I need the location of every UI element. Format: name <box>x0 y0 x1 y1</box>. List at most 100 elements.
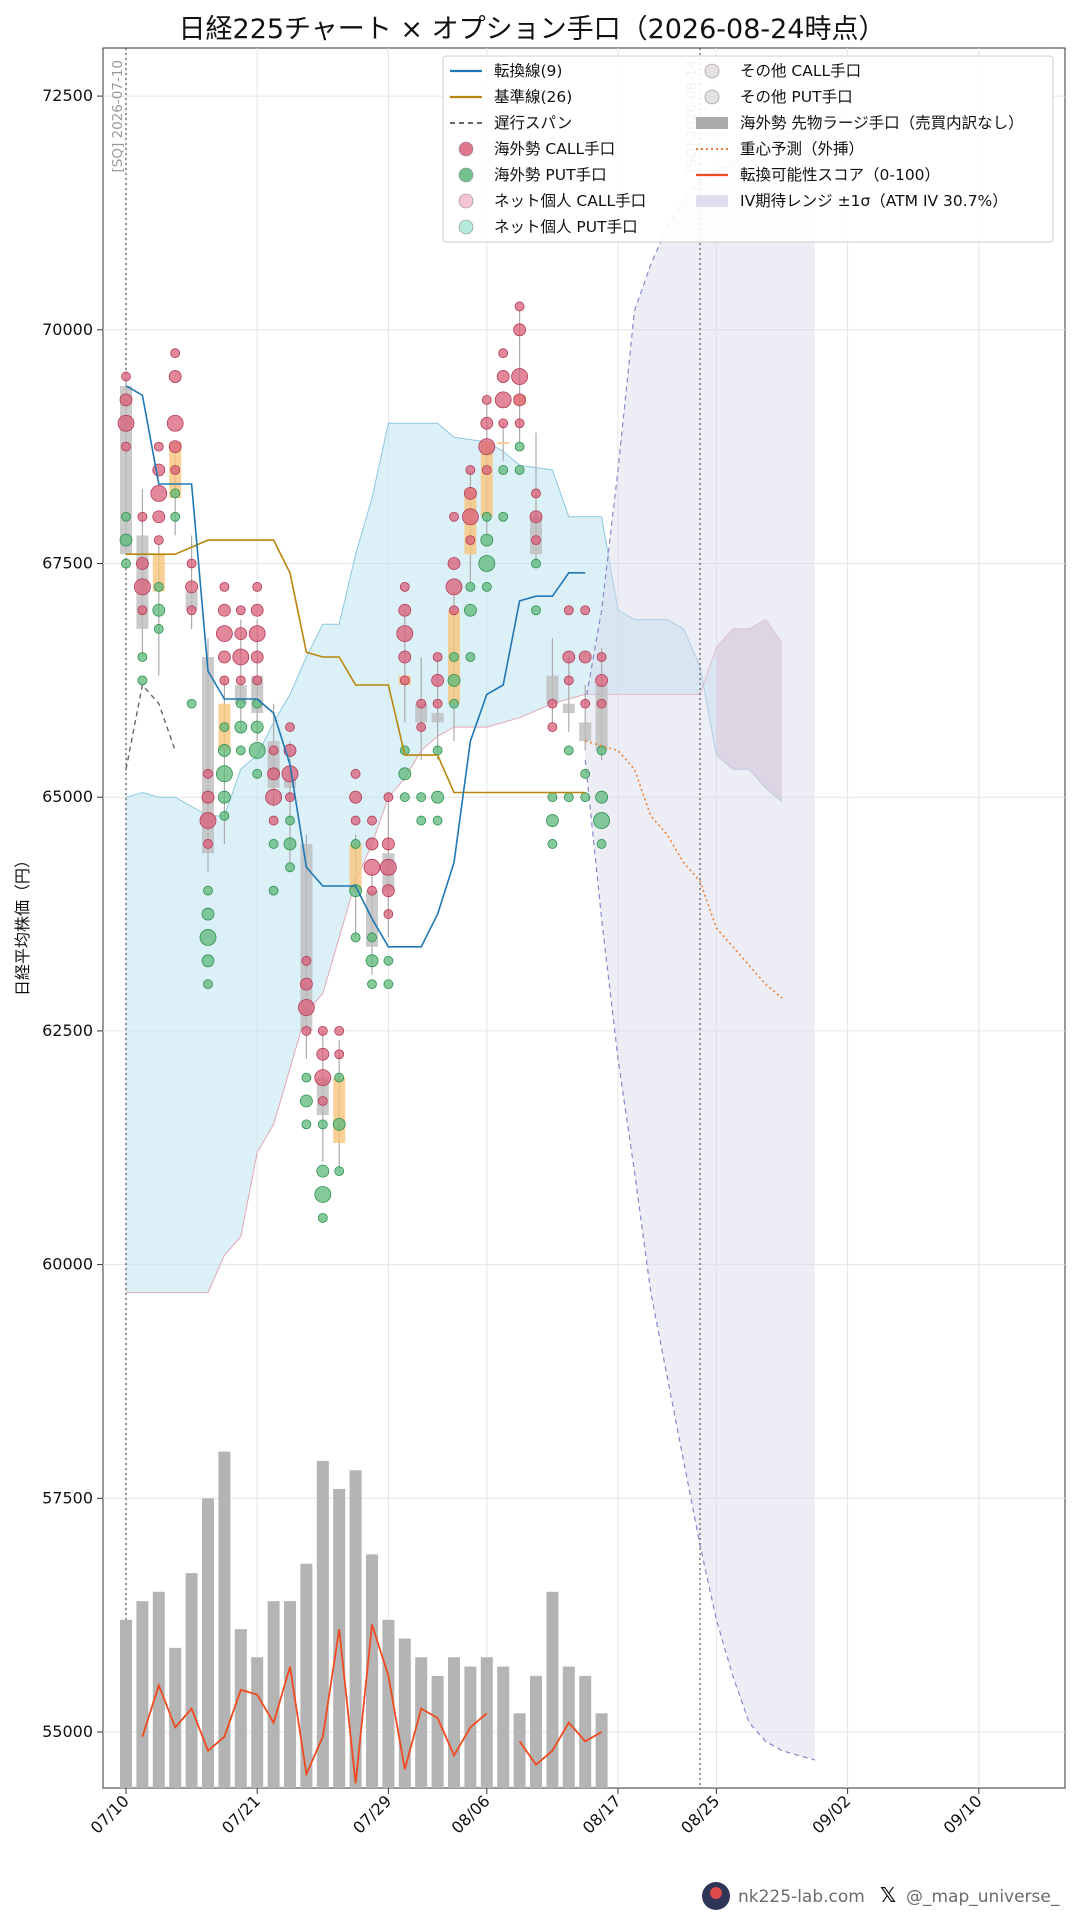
foreign-call-bubble <box>137 511 148 522</box>
foreign-call-bubble <box>481 465 492 475</box>
futures-volume-bar <box>480 1657 493 1788</box>
foreign-put-bubble <box>593 812 610 829</box>
foreign-call-bubble <box>232 648 250 666</box>
candle-body <box>562 703 575 714</box>
foreign-put-bubble <box>416 815 427 826</box>
foreign-put-bubble <box>398 767 412 781</box>
foreign-call-bubble <box>170 465 181 475</box>
foreign-put-bubble <box>580 792 591 803</box>
futures-volume-bar <box>382 1619 395 1788</box>
foreign-call-bubble <box>219 581 230 592</box>
foreign-call-bubble <box>461 508 479 526</box>
foreign-put-bubble <box>498 465 509 475</box>
foreign-call-bubble <box>596 652 607 662</box>
foreign-put-bubble <box>301 1119 312 1130</box>
foreign-call-bubble <box>170 348 181 359</box>
foreign-put-bubble <box>367 979 377 990</box>
foreign-call-bubble <box>381 837 395 851</box>
foreign-call-bubble <box>186 605 197 616</box>
candle-body <box>284 778 296 788</box>
foreign-call-bubble <box>186 558 197 569</box>
legend-swatch <box>458 219 474 235</box>
foreign-call-bubble <box>465 535 476 546</box>
foreign-call-bubble <box>580 605 591 616</box>
foreign-put-bubble <box>285 815 295 826</box>
foreign-call-bubble <box>301 955 312 966</box>
foreign-put-bubble <box>334 1166 345 1177</box>
foreign-call-bubble <box>563 675 574 686</box>
foreign-put-bubble <box>250 720 264 734</box>
foreign-put-bubble <box>447 673 461 687</box>
foreign-call-bubble <box>234 627 248 641</box>
foreign-put-bubble <box>478 555 496 572</box>
foreign-put-bubble <box>514 465 525 475</box>
foreign-call-bubble <box>250 603 264 617</box>
legend-label: 海外勢 先物ラージ手口（売買内訳なし） <box>740 114 1024 132</box>
foreign-call-bubble <box>203 768 213 779</box>
legend-label: 遅行スパン <box>494 114 572 132</box>
foreign-call-bubble <box>235 675 246 686</box>
foreign-put-bubble <box>399 792 410 803</box>
legend-swatch <box>696 195 728 207</box>
candle-body <box>349 843 362 891</box>
foreign-put-bubble <box>121 558 131 569</box>
y-tick-label: 72500 <box>42 86 93 105</box>
foreign-put-bubble <box>268 885 279 896</box>
foreign-put-bubble <box>252 768 263 779</box>
foreign-call-bubble <box>478 438 496 456</box>
foreign-put-bubble <box>432 745 443 756</box>
foreign-put-bubble <box>203 885 213 896</box>
y-tick-label: 55000 <box>42 1722 93 1741</box>
foreign-call-bubble <box>367 815 377 826</box>
foreign-call-bubble <box>219 675 230 686</box>
futures-volume-bar <box>333 1488 346 1788</box>
foreign-call-bubble <box>301 1026 312 1036</box>
foreign-put-bubble <box>365 954 379 968</box>
iv-band-area <box>585 124 815 1761</box>
foreign-call-bubble <box>152 463 166 477</box>
senkou-a-line <box>125 422 783 817</box>
legend-box <box>442 55 1054 243</box>
futures-volume-bar <box>185 1573 198 1788</box>
foreign-put-bubble <box>383 979 394 990</box>
foreign-call-bubble <box>168 370 182 383</box>
foreign-put-bubble <box>350 839 361 849</box>
legend-swatch <box>704 63 720 79</box>
foreign-put-bubble <box>201 954 215 968</box>
y-axis-label: 日経平均株価（円） <box>13 852 32 996</box>
chart-title: 日経225チャート × オプション手口（2026-08-24時点） <box>179 14 886 45</box>
candle-body <box>120 385 132 555</box>
foreign-put-bubble <box>317 1212 328 1223</box>
foreign-call-bubble <box>398 603 412 617</box>
foreign-put-bubble <box>580 768 591 779</box>
kumo-cloud <box>125 422 783 1294</box>
x-tick-label: 09/02 <box>808 1791 854 1837</box>
foreign-call-bubble <box>578 650 592 664</box>
foreign-call-bubble <box>215 625 233 643</box>
foreign-call-bubble <box>350 768 361 779</box>
foreign-put-bubble <box>235 745 246 756</box>
futures-volume-bar <box>300 1563 313 1788</box>
x-tick-label: 07/29 <box>349 1791 395 1837</box>
foreign-put-bubble <box>215 765 233 783</box>
foreign-call-bubble <box>349 790 363 804</box>
foreign-put-bubble <box>283 837 297 851</box>
y-tick-label: 65000 <box>42 787 93 806</box>
foreign-call-bubble <box>121 371 131 382</box>
foreign-call-bubble <box>168 440 182 454</box>
legend-swatch <box>458 141 474 157</box>
foreign-put-bubble <box>514 441 525 452</box>
foreign-put-bubble <box>465 652 476 662</box>
foreign-put-bubble <box>334 1072 345 1083</box>
foreign-call-bubble <box>133 578 151 596</box>
foreign-call-bubble <box>513 393 526 407</box>
foreign-put-bubble <box>481 581 492 592</box>
foreign-put-bubble <box>546 814 559 827</box>
foreign-call-bubble <box>268 815 279 826</box>
foreign-call-bubble <box>117 414 135 432</box>
foreign-put-bubble <box>153 624 164 634</box>
futures-volume-bar <box>284 1601 296 1788</box>
y-tick-label: 67500 <box>42 554 93 573</box>
foreign-call-bubble <box>137 605 148 616</box>
